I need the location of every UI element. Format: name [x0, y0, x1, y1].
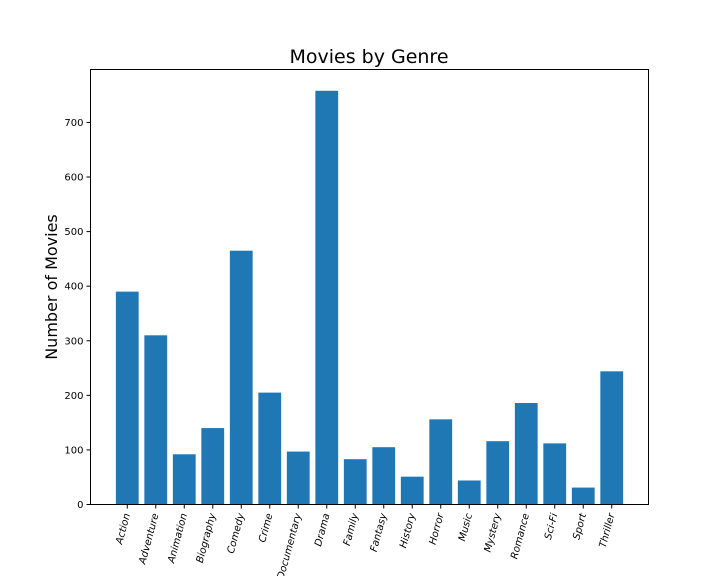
y-tick-label: 600 — [64, 173, 83, 184]
y-axis: 0 100 200 300 400 500 600 700 — [64, 118, 91, 511]
bar-biography — [201, 428, 225, 505]
bar-crime — [258, 392, 282, 505]
y-tick-label: 100 — [64, 445, 83, 456]
bar-adventure — [144, 335, 168, 505]
x-tick-label-romance: Romance — [509, 512, 532, 560]
x-tick-label-crime: Crime — [257, 512, 275, 544]
bar-thriller — [600, 371, 624, 505]
x-tick-label-action: Action — [114, 512, 133, 546]
bars-layer — [115, 90, 624, 505]
x-tick-label-adventure: Adventure — [137, 512, 161, 566]
bar-drama — [315, 90, 339, 505]
x-tick-label-animation: Animation — [166, 512, 190, 565]
chart-title: Movies by Genre — [289, 46, 448, 68]
x-tick-label-biography: Biography — [195, 511, 219, 564]
bar-fantasy — [372, 447, 396, 505]
x-axis: Action Adventure Animation Biography Comedy C… — [114, 504, 618, 580]
x-tick-label-documentary: Documentary — [276, 511, 304, 576]
bar-action — [115, 291, 139, 505]
bar-family — [343, 459, 367, 505]
y-axis-label: Number of Movies — [42, 214, 61, 360]
x-tick-label-music: Music — [457, 512, 475, 543]
y-tick-label: 200 — [64, 391, 83, 402]
x-tick-label-thriller: Thriller — [598, 511, 618, 549]
x-tick-label-drama: Drama — [313, 512, 332, 548]
bar-comedy — [229, 250, 253, 505]
bar-music — [457, 480, 481, 505]
bar-sci-fi — [543, 443, 567, 505]
bar-romance — [514, 402, 538, 505]
bar-documentary — [286, 451, 310, 505]
bar-animation — [172, 454, 196, 505]
y-tick-label: 300 — [64, 336, 83, 347]
x-tick-label-horror: Horror — [428, 511, 447, 546]
x-tick-label-family: Family — [342, 511, 361, 547]
bar-sport — [571, 487, 595, 505]
y-tick-label: 0 — [77, 500, 83, 511]
bar-mystery — [486, 441, 510, 505]
y-tick-label: 500 — [64, 227, 83, 238]
bar-horror — [429, 419, 453, 505]
x-tick-label-history: History — [398, 511, 418, 549]
y-tick-label: 400 — [64, 282, 83, 293]
bar-history — [400, 476, 424, 505]
x-tick-label-comedy: Comedy — [226, 511, 248, 555]
x-tick-label-fantasy: Fantasy — [369, 511, 390, 553]
y-tick-label: 700 — [64, 118, 83, 129]
plot-frame — [90, 69, 649, 505]
x-tick-label-sci-fi: Sci-Fi — [543, 512, 561, 541]
x-tick-label-mystery: Mystery — [483, 511, 504, 553]
x-tick-label-sport: Sport — [571, 511, 589, 541]
